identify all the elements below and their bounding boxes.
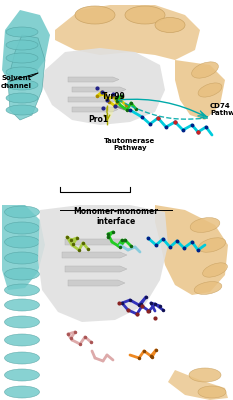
Polygon shape [65,239,127,245]
Ellipse shape [75,6,115,24]
Ellipse shape [4,369,40,381]
Ellipse shape [6,105,38,115]
Ellipse shape [4,252,40,264]
Ellipse shape [6,67,38,77]
Polygon shape [155,205,228,295]
Ellipse shape [6,53,38,63]
Ellipse shape [155,18,185,32]
Ellipse shape [194,282,222,294]
Ellipse shape [6,93,38,103]
Text: Tautomerase
Pathway: Tautomerase Pathway [104,138,156,151]
Ellipse shape [125,6,165,24]
Polygon shape [168,370,228,400]
Ellipse shape [198,238,226,252]
Ellipse shape [4,352,40,364]
Ellipse shape [4,284,40,296]
Ellipse shape [4,268,40,280]
Polygon shape [72,87,126,92]
Ellipse shape [4,236,40,248]
Text: Monomer-monomer
interface: Monomer-monomer interface [73,207,158,226]
Polygon shape [68,280,125,286]
Polygon shape [65,266,127,272]
Ellipse shape [6,80,38,90]
Ellipse shape [198,386,226,398]
Ellipse shape [198,83,222,97]
Ellipse shape [4,299,40,311]
Polygon shape [38,205,168,322]
Polygon shape [8,35,45,120]
Ellipse shape [4,386,40,398]
Polygon shape [62,252,127,258]
Polygon shape [2,205,45,290]
Ellipse shape [4,334,40,346]
Polygon shape [2,10,50,85]
Text: Solvent
channel: Solvent channel [1,76,32,88]
Ellipse shape [192,62,218,78]
Ellipse shape [203,263,227,277]
Ellipse shape [190,218,220,232]
Ellipse shape [6,40,38,50]
Ellipse shape [4,316,40,328]
Ellipse shape [4,206,40,218]
Polygon shape [42,48,165,125]
Polygon shape [68,77,119,82]
Polygon shape [108,100,118,125]
Ellipse shape [189,368,221,382]
Polygon shape [72,107,118,112]
Polygon shape [175,60,225,120]
Ellipse shape [4,222,40,234]
Text: Tyr99: Tyr99 [102,92,126,101]
Polygon shape [55,5,200,60]
Polygon shape [68,97,119,102]
Text: Pro1: Pro1 [88,116,108,124]
Text: CD74
Pathway: CD74 Pathway [210,104,233,116]
Ellipse shape [6,27,38,37]
